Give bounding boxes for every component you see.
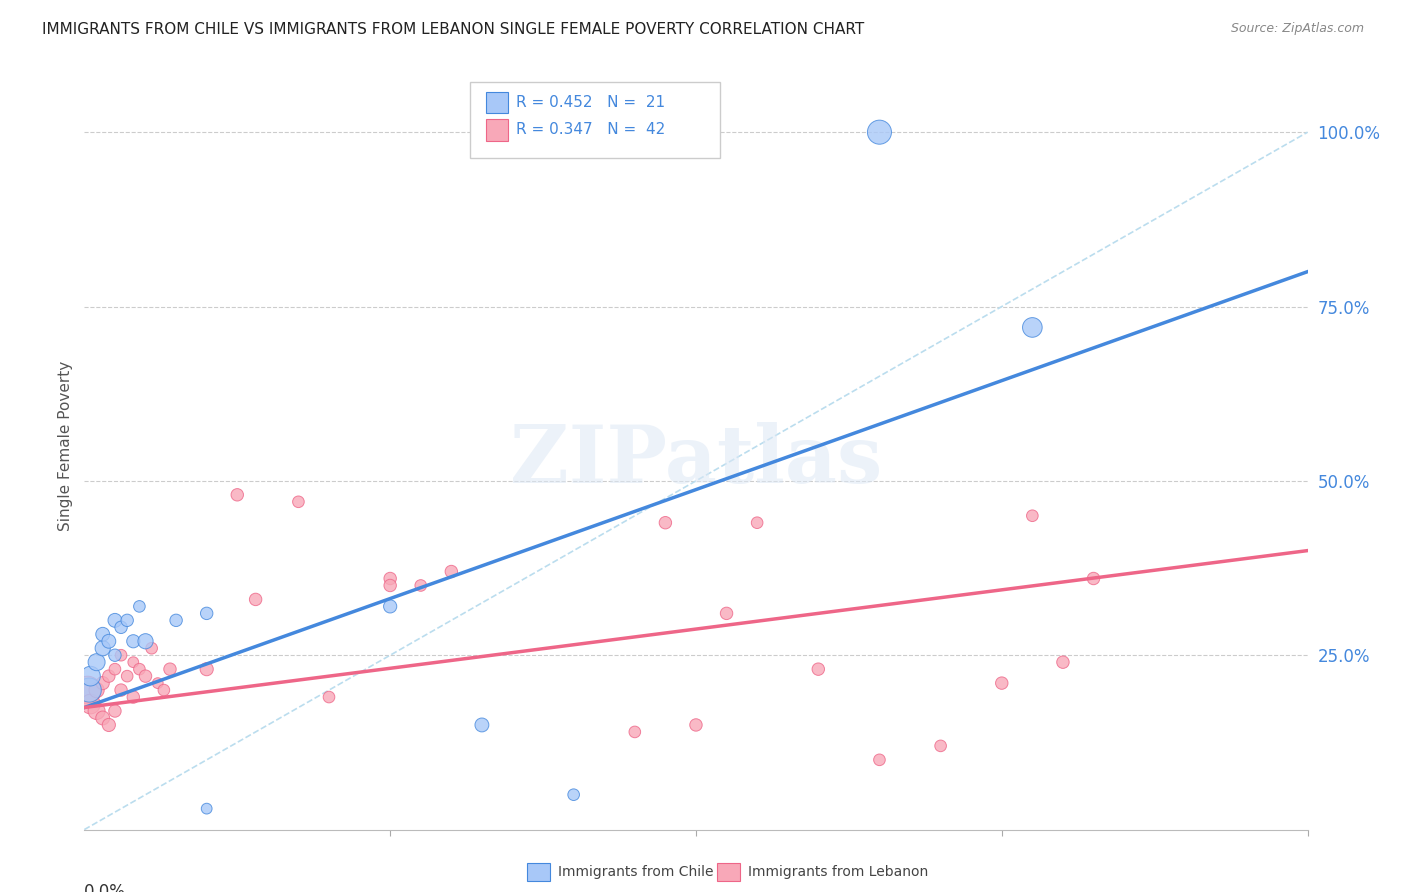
FancyBboxPatch shape (470, 81, 720, 158)
Point (135, 669, 157, 683)
Point (97, 669, 120, 683)
Point (122, 690, 145, 704)
Point (91, 627, 114, 641)
Point (86, 683, 108, 698)
Text: ZIPatlas: ZIPatlas (510, 422, 882, 500)
Point (440, 565, 463, 579)
Point (122, 655, 145, 669)
Point (807, 662, 830, 676)
Point (226, 488, 249, 502)
Point (380, 572, 402, 586)
Point (86, 704, 108, 718)
Point (1021, 320, 1043, 334)
Point (318, 690, 340, 704)
Point (716, 607, 738, 621)
Point (104, 704, 127, 718)
Point (79, 669, 101, 683)
Point (380, 599, 402, 614)
Point (79, 697, 101, 711)
Point (91, 711, 114, 725)
Point (624, 725, 647, 739)
Point (1083, 572, 1105, 586)
Point (146, 676, 169, 690)
Text: R = 0.452   N =  21: R = 0.452 N = 21 (516, 95, 665, 110)
Point (122, 634, 145, 648)
Point (409, 578, 432, 592)
Point (76, 683, 98, 698)
Text: Immigrants from Lebanon: Immigrants from Lebanon (748, 865, 928, 880)
Point (685, 718, 707, 732)
Point (654, 516, 676, 530)
Point (104, 613, 127, 627)
Point (110, 620, 132, 634)
Point (1052, 655, 1074, 669)
Point (869, 753, 891, 767)
Point (747, 516, 769, 530)
Point (115, 613, 138, 627)
Point (110, 648, 132, 663)
Text: R = 0.347   N =  42: R = 0.347 N = 42 (516, 122, 665, 137)
Point (115, 669, 138, 683)
Point (104, 648, 127, 663)
Point (135, 634, 157, 648)
Point (471, 718, 494, 732)
Point (91, 676, 114, 690)
Point (165, 613, 187, 627)
Point (153, 683, 176, 698)
Point (141, 641, 163, 656)
Point (97, 718, 120, 732)
Point (195, 662, 218, 676)
Point (929, 739, 952, 753)
Point (1021, 508, 1043, 523)
Point (97, 634, 120, 648)
Text: IMMIGRANTS FROM CHILE VS IMMIGRANTS FROM LEBANON SINGLE FEMALE POVERTY CORRELATI: IMMIGRANTS FROM CHILE VS IMMIGRANTS FROM… (42, 22, 865, 37)
Point (869, 125, 891, 139)
Point (91, 641, 114, 656)
Point (195, 802, 218, 816)
Point (287, 495, 309, 509)
Point (110, 683, 132, 698)
Point (128, 599, 150, 614)
Text: Immigrants from Chile: Immigrants from Chile (558, 865, 714, 880)
Text: 0.0%: 0.0% (84, 883, 127, 892)
Y-axis label: Single Female Poverty: Single Female Poverty (58, 361, 73, 531)
Bar (485, 120, 508, 141)
Point (104, 662, 127, 676)
Point (195, 607, 218, 621)
Text: Source: ZipAtlas.com: Source: ZipAtlas.com (1230, 22, 1364, 36)
Point (562, 788, 585, 802)
Point (77, 683, 100, 698)
Point (245, 592, 267, 607)
Point (159, 662, 181, 676)
Point (991, 676, 1014, 690)
Point (128, 662, 150, 676)
Point (380, 578, 402, 592)
Bar (485, 92, 508, 113)
Point (86, 655, 108, 669)
